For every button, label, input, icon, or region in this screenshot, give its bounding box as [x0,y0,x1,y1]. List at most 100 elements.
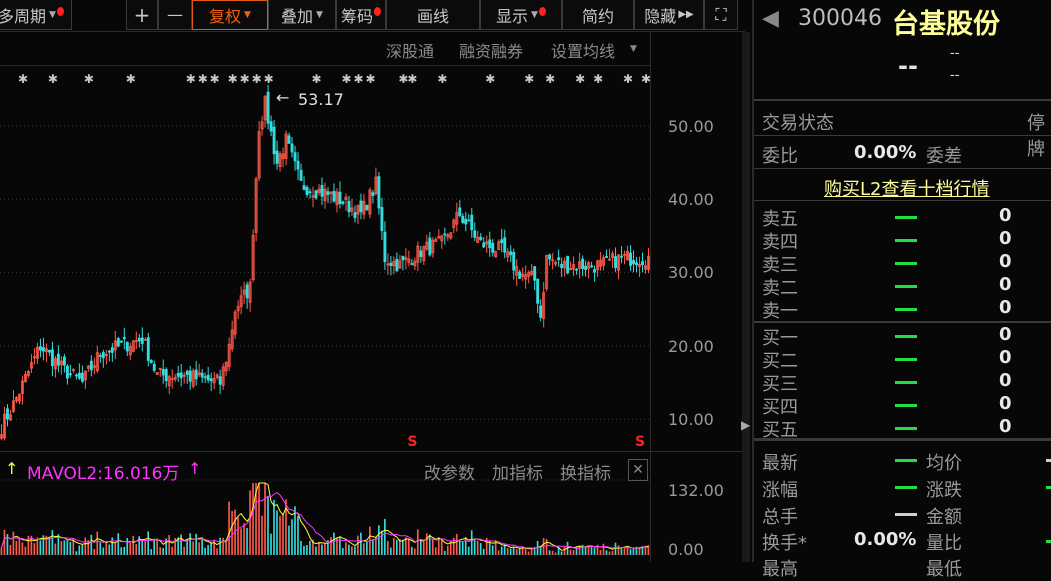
candle-body [428,237,432,256]
candle-body [626,251,629,261]
margin-link[interactable]: 融资融券 [459,42,524,61]
volume-bar [93,549,96,555]
candle-body [83,370,87,381]
volume-bar [318,541,320,555]
double-arrow-icon: ▶▶ [678,9,694,20]
candle-body [110,347,114,353]
fullscreen-icon[interactable]: ⛶ [704,0,738,30]
volume-bar [78,545,81,555]
candle-body [47,349,51,353]
event-marker-icon: ✱ [210,72,220,86]
volume-bar [404,537,407,555]
volume-bar [324,543,326,555]
candle-body [473,230,477,238]
candle-body [182,374,186,377]
candle-body [56,353,60,366]
candle-body [389,262,393,266]
sgt-link[interactable]: 深股通 [386,42,435,61]
close-icon[interactable]: ✕ [628,459,648,481]
wb-value: 0.00% [854,142,917,163]
zoom-in-button[interactable]: + [126,0,158,30]
chips-button[interactable]: 筹码 [336,0,386,30]
volume-bar [434,547,437,555]
event-marker-icon: ✱ [545,72,555,86]
period-button[interactable]: 多周期 ▼ [0,0,72,30]
hide-button[interactable]: 隐藏 ▶▶ [634,0,704,30]
event-marker-icon: ✱ [593,72,603,86]
candle-body [446,234,450,238]
candle-body [251,235,255,281]
candle-body [15,397,18,402]
event-marker-icon: ✱ [312,72,322,86]
volume-bar [378,525,380,555]
volume-bar [201,538,203,555]
candle-body [410,263,414,265]
volume-bar [351,546,353,555]
candle-body [629,252,632,266]
volume-bar [473,539,476,555]
candle-body [260,121,264,130]
orderbook-volume: 0 [999,324,1012,345]
dash [1046,459,1051,462]
volume-bar [12,531,15,555]
candle-body [38,346,42,351]
collapse-arrow-icon[interactable]: ▶ [741,418,751,432]
candle-body [464,218,468,225]
candle-body [476,236,480,244]
volume-bar [291,519,293,555]
volume-bar [270,533,272,555]
simple-button[interactable]: 简约 [562,0,634,30]
volume-bar [117,533,120,555]
candle-body [272,126,276,155]
candle-body [530,270,534,276]
candle-body [512,251,516,271]
candle-body [407,258,411,263]
volume-bar [276,510,278,555]
display-button[interactable]: 显示 ▼ [480,0,562,30]
volume-bar [120,547,123,555]
buy-l2-link[interactable]: 购买L2查看十档行情 [824,179,990,200]
volume-bar [608,551,611,555]
volume-bar [96,531,99,555]
fuquan-label: 复权 [209,7,242,26]
candle-body [32,356,36,359]
volume-bar [482,548,485,555]
candle-body [371,192,375,196]
kline-chart[interactable]: ✱ ✱ ✱ ✱ ✱ ✱ ✱ ✱ ✱ ✱ ✱ ✱ ✱ ✱ ✱ ✱✱ ✱ ✱ ✱ ✱ ✱ ✱ ✱ ✱S S [0,0,650,562]
volume-bar [195,533,197,555]
swap-indicator-button[interactable]: 换指标 [560,464,611,484]
candle-body [338,191,342,204]
fuquan-button[interactable]: 复权 ▼ [192,0,268,30]
ma-settings-link[interactable]: 设置均线 [551,42,616,61]
orderbook-level-label: 卖三 [762,255,798,276]
volume-bar [30,535,33,555]
amount-label: 金额 [926,507,962,528]
candle-body [635,262,638,266]
dash [895,262,917,265]
volume-bar [467,546,470,555]
candle-body [27,370,30,376]
volume-bar [216,548,218,555]
candle-body [494,251,498,258]
candle-body [158,367,162,370]
overlay-button[interactable]: 叠加 ▼ [268,0,336,30]
candle-body [416,245,420,263]
candle-body [125,341,129,352]
draw-button[interactable]: 画线 [386,0,480,30]
back-arrow-icon[interactable]: ◀ [762,6,779,31]
splitter-handle[interactable] [742,32,750,562]
volume-bar [252,483,254,555]
volume-bar [183,546,185,555]
volume-bar [372,539,374,555]
volume-bar [407,539,410,555]
volume-bar [428,534,431,555]
volume-bar [563,546,566,555]
edit-params-button[interactable]: 改参数 [424,464,475,484]
add-indicator-button[interactable]: 加指标 [492,464,543,484]
candle-body [647,255,650,271]
candle-body [623,253,626,256]
candle-body [518,271,522,279]
zoom-out-button[interactable]: — [158,0,192,30]
event-marker-icon: ✱ [186,72,196,86]
volume-bar [279,515,281,555]
